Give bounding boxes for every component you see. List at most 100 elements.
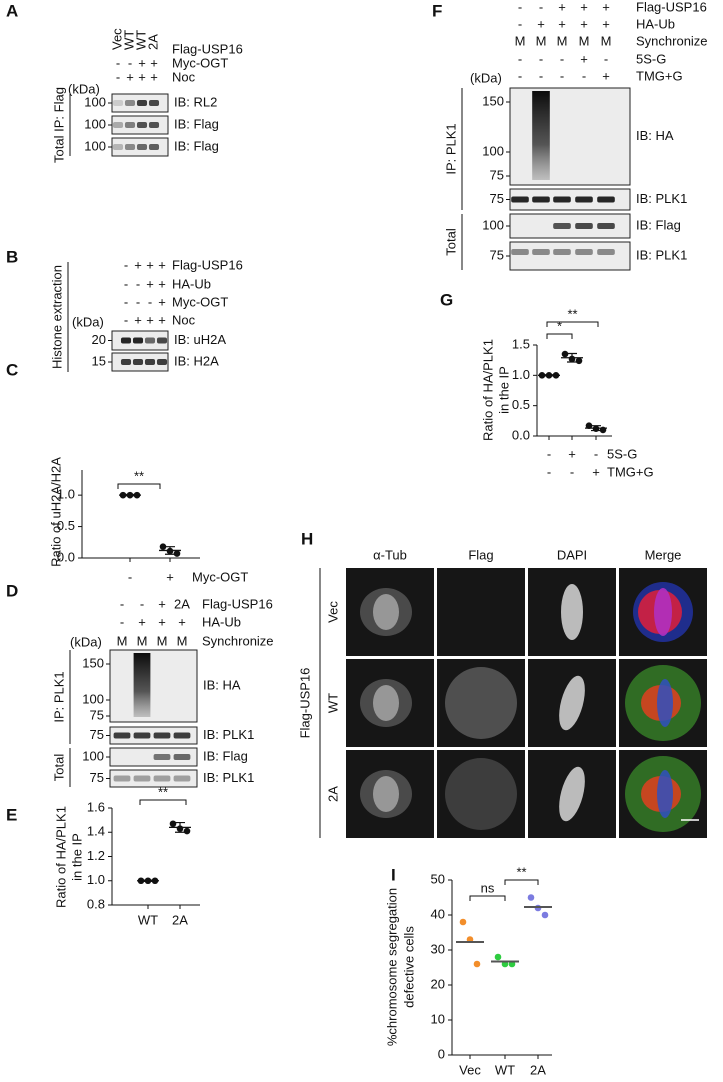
lane-label: - <box>128 569 132 584</box>
side-label: Histone extraction <box>49 265 64 369</box>
panel-label: E <box>6 805 17 824</box>
band <box>156 359 168 365</box>
band <box>553 196 571 203</box>
band <box>575 196 593 203</box>
condition-label: Flag-USP16 <box>636 0 707 14</box>
band <box>597 223 615 229</box>
band <box>148 144 160 150</box>
band <box>153 775 171 782</box>
data-point <box>561 350 569 358</box>
significance-bracket <box>117 483 161 489</box>
flag-signal <box>445 667 517 739</box>
condition-label: TMG+G <box>636 68 683 83</box>
panel-label: I <box>391 865 396 884</box>
data-point <box>585 422 593 429</box>
lane-label: + <box>602 0 610 14</box>
data-point <box>183 827 191 835</box>
marker-label: 100 <box>82 691 104 706</box>
micrograph <box>437 568 525 656</box>
significance-bracket <box>139 799 187 805</box>
error-bar <box>567 352 577 363</box>
lane-label: + <box>150 55 158 70</box>
significance-bracket <box>469 895 506 901</box>
marker-label: 75 <box>90 727 104 742</box>
lane-label: - <box>148 294 152 309</box>
lane-label: + <box>158 257 166 272</box>
antibody-label: IB: H2A <box>174 353 219 368</box>
y-tick-label: 1.6 <box>87 799 105 814</box>
antibody-label: IB: Flag <box>636 217 681 232</box>
lane-label: + <box>158 276 166 291</box>
blot <box>509 87 631 186</box>
condition-label: 5S-G <box>636 51 666 66</box>
lane-label: M <box>601 33 612 48</box>
chromosomes <box>561 584 583 640</box>
y-axis-label: Ratio of HA/PLK1 <box>53 806 68 908</box>
error-bar <box>544 374 554 377</box>
x-tick-label: 2A <box>172 912 188 927</box>
antibody-label: IB: Flag <box>174 138 219 153</box>
lane-label: - <box>539 51 543 66</box>
lane-label: + <box>158 312 166 327</box>
condition-label: Noc <box>172 312 196 327</box>
lane-label: + <box>537 16 545 31</box>
band <box>136 122 148 128</box>
merge-blue <box>657 770 673 818</box>
lane-label: - <box>124 294 128 309</box>
row-label: Vec <box>325 601 340 623</box>
condition-label: HA-Ub <box>202 614 241 629</box>
band <box>553 223 571 229</box>
condition-label: Noc <box>172 69 196 84</box>
band <box>597 249 615 255</box>
spindle-core <box>373 776 399 812</box>
lane-label: + <box>158 294 166 309</box>
column-label: α-Tub <box>373 547 407 562</box>
lane-label: - <box>140 596 144 611</box>
lane-label: - <box>560 68 564 83</box>
band <box>136 100 148 106</box>
band <box>120 359 132 365</box>
lane-label: + <box>568 446 576 461</box>
significance-label: ** <box>567 306 577 321</box>
band <box>532 249 550 255</box>
significance-label: ** <box>516 864 526 879</box>
antibody-label: IB: RL2 <box>174 94 217 109</box>
band <box>144 359 156 365</box>
band <box>173 775 191 782</box>
antibody-label: IB: HA <box>636 128 674 143</box>
y-tick-label: 0.0 <box>512 427 530 442</box>
y-tick-label: 0.5 <box>57 518 75 533</box>
lane-label: - <box>136 276 140 291</box>
band <box>112 100 124 106</box>
lane-label: + <box>580 0 588 14</box>
antibody-label: IB: Flag <box>203 748 248 763</box>
side-label: Total IP: Flag <box>51 87 66 163</box>
antibody-label: IB: PLK1 <box>636 247 687 262</box>
band <box>532 196 550 203</box>
spindle-core <box>373 685 399 721</box>
panel-label: A <box>6 1 18 20</box>
band <box>153 754 171 760</box>
column-label: Flag <box>468 547 493 562</box>
significance-label: ** <box>158 784 168 799</box>
lane-label: + <box>580 51 588 66</box>
y-tick-label: 0.8 <box>87 896 105 911</box>
y-tick-label: 1.5 <box>512 336 530 351</box>
antibody-label: IB: Flag <box>174 116 219 131</box>
band <box>120 337 132 344</box>
lane-label: Vec <box>109 28 124 50</box>
lane-label: M <box>579 33 590 48</box>
lane-label: + <box>558 16 566 31</box>
y-tick-label: 1.4 <box>87 824 105 839</box>
band <box>511 249 529 255</box>
marker-label: 20 <box>92 332 106 347</box>
lane-label: M <box>515 33 526 48</box>
lane-label: + <box>126 69 134 84</box>
y-axis-label: Ratio of uH2A/H2A <box>48 457 63 567</box>
marker-label: 100 <box>482 217 504 232</box>
chromosomes <box>559 766 585 822</box>
condition-label: Flag-USP16 <box>202 596 273 611</box>
band <box>511 196 529 203</box>
merge-blue <box>657 679 673 727</box>
